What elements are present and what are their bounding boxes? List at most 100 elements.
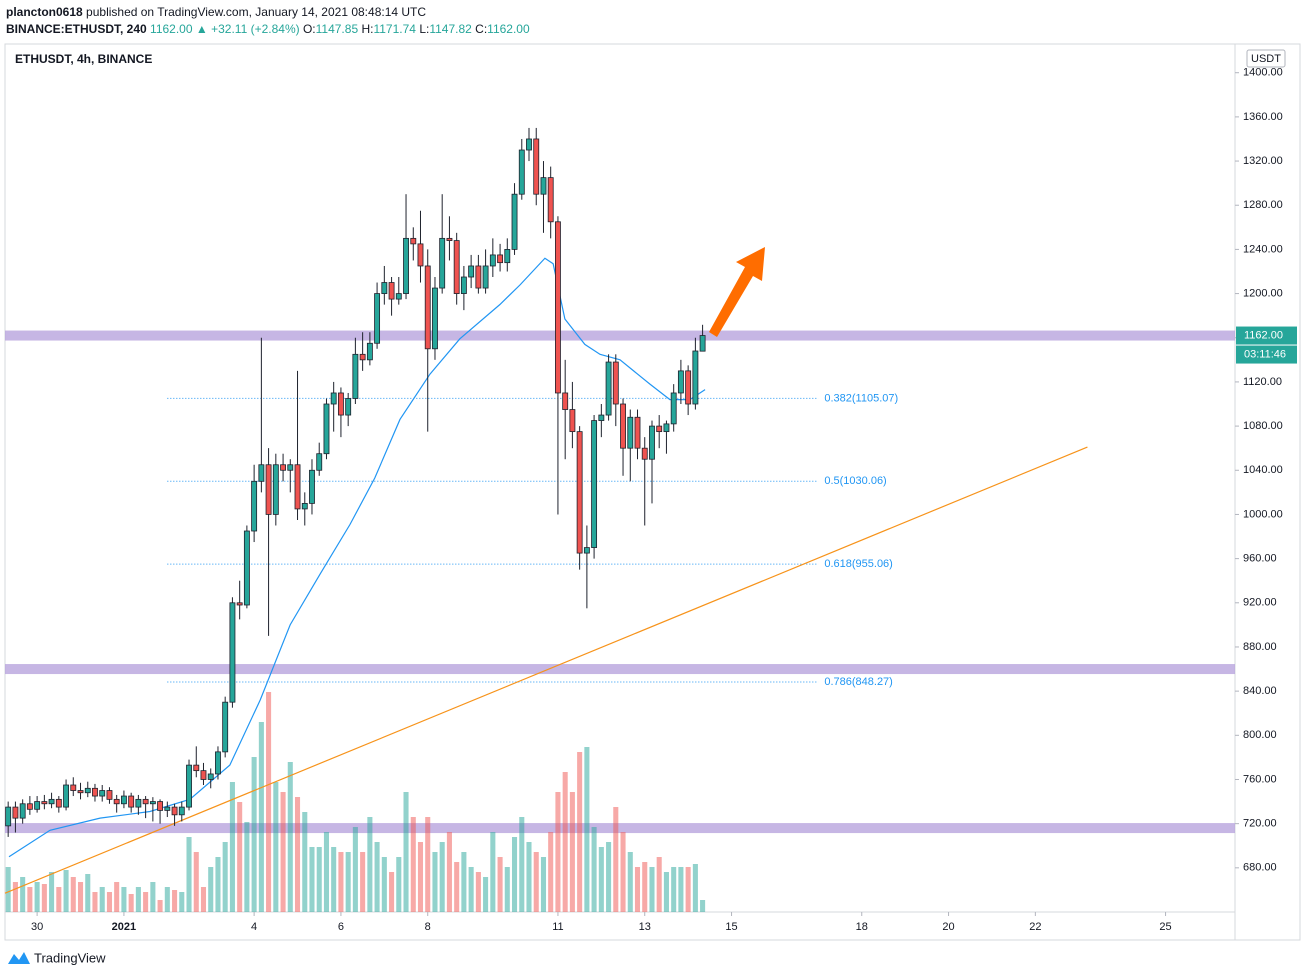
candle-body — [489, 254, 496, 267]
volume-bar — [671, 867, 677, 912]
volume-bar — [345, 852, 351, 912]
candle-body — [92, 787, 98, 797]
y-tick-label: 1000.00 — [1243, 508, 1283, 520]
candle-body — [388, 282, 395, 300]
volume-bar — [642, 862, 648, 912]
volume-bar — [497, 857, 503, 912]
plot — [4, 127, 1235, 912]
volume-bar — [56, 887, 62, 912]
volume-bar — [468, 867, 474, 912]
y-tick-label: 680.00 — [1243, 862, 1277, 874]
x-tick-label: 6 — [338, 921, 344, 933]
candle-body — [518, 149, 525, 195]
zone — [5, 330, 1235, 341]
ohlc-value: 1147.82 — [429, 22, 472, 36]
candle-body — [280, 464, 287, 471]
candle-body — [562, 392, 569, 410]
volume-bar — [504, 867, 510, 912]
y-tick-label: 1280.00 — [1243, 199, 1283, 211]
volume-bar — [417, 842, 424, 912]
ohlc-key: L: — [419, 22, 430, 36]
candle-body — [605, 361, 612, 416]
ohlc-value: 1162.00 — [487, 22, 530, 36]
volume-bar — [12, 882, 18, 912]
volume-bar — [222, 842, 228, 912]
candle-body — [12, 806, 19, 819]
y-tick-label: 800.00 — [1243, 729, 1277, 741]
volume-bar — [519, 817, 525, 912]
candle-body — [178, 806, 185, 816]
candle-body — [84, 787, 91, 794]
candle-body — [164, 806, 171, 811]
candle-body — [222, 701, 229, 753]
volume-bar — [360, 852, 366, 912]
volume-bar — [656, 857, 662, 912]
volume-bar — [584, 747, 590, 912]
candle-body — [598, 414, 605, 421]
volume-bar — [41, 884, 47, 912]
candle-body — [555, 221, 561, 394]
last-price-label: 1162.00 — [1244, 329, 1283, 341]
volume-bar — [164, 887, 170, 912]
volume-bar — [27, 887, 33, 912]
candle-body — [243, 530, 250, 606]
candle-body — [157, 801, 164, 811]
candle-body — [381, 282, 388, 294]
published: published on TradingView.com, January 14… — [86, 5, 427, 19]
candle-body — [526, 138, 532, 151]
y-tick-label: 1240.00 — [1243, 243, 1283, 255]
candle-body — [309, 469, 315, 504]
volume-bar — [410, 817, 416, 912]
y-tick-label: 960.00 — [1243, 553, 1277, 565]
symbol: BINANCE:ETHUSDT, 240 — [6, 22, 147, 36]
volume-bar — [425, 817, 431, 912]
volume-bar — [128, 894, 134, 912]
candle-body — [316, 453, 323, 471]
ohlc-key: C: — [475, 22, 488, 36]
volume-bar — [512, 837, 518, 912]
y-tick-label: 1080.00 — [1243, 420, 1283, 432]
volume-bar — [34, 882, 40, 912]
volume-bar — [439, 842, 445, 912]
candle-body — [5, 806, 12, 827]
candle-body — [193, 764, 200, 772]
volume-bar — [620, 832, 626, 912]
candle-body — [677, 370, 684, 394]
volume-bar — [483, 877, 489, 912]
volume-bar — [193, 852, 199, 912]
volume-bar — [555, 792, 561, 912]
volume-bar — [613, 807, 619, 912]
candle-body — [301, 502, 308, 510]
volume-bar — [237, 802, 243, 912]
candle-body — [106, 790, 113, 800]
ohlc-key: O: — [302, 22, 316, 36]
unit-box — [1246, 49, 1286, 68]
y-tick-label: 1200.00 — [1243, 287, 1283, 299]
candle-body — [504, 249, 511, 264]
volume-bar — [114, 882, 120, 912]
candle-body — [685, 370, 692, 405]
candle-body — [417, 243, 424, 267]
volume-bar — [352, 827, 358, 912]
candle-body — [135, 798, 142, 808]
volume-bar — [381, 857, 387, 912]
volume-bar — [663, 872, 669, 912]
volume-bar — [338, 852, 344, 912]
volume-bar — [389, 872, 395, 912]
volume-bar — [302, 812, 308, 912]
candle-body — [663, 423, 670, 433]
volume-bar — [85, 874, 91, 912]
candle-body — [612, 361, 619, 405]
symbol-line: BINANCE:ETHUSDT, 240 1162.00 ▲ +32.11 (+… — [6, 22, 530, 36]
y-tick-label: 720.00 — [1243, 818, 1277, 830]
ema-line — [8, 257, 706, 858]
volume-bar — [157, 900, 163, 912]
candle-body — [186, 764, 192, 808]
y-tick-label: 1040.00 — [1243, 464, 1283, 476]
y-tick-label: 1400.00 — [1243, 67, 1283, 79]
volume-bar — [331, 847, 337, 912]
candle-body — [641, 447, 648, 460]
volume-bar — [548, 832, 554, 912]
candle-body — [128, 795, 135, 808]
volume-bar — [135, 887, 141, 912]
